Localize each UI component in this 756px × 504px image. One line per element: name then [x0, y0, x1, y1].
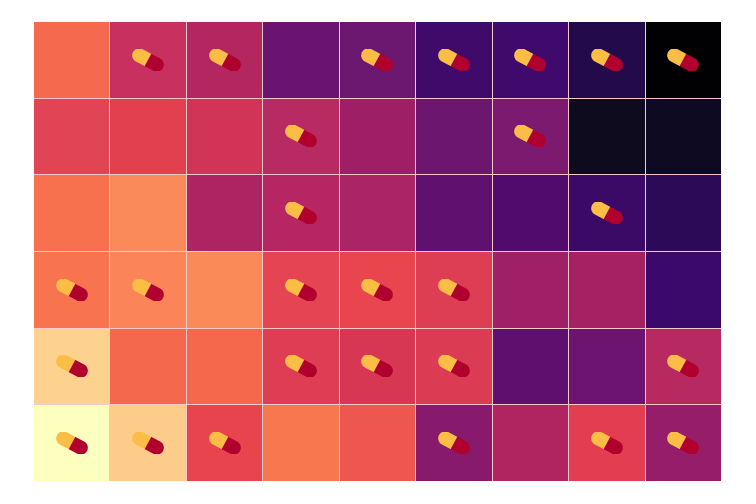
board-tile-r1-c6[interactable]	[416, 22, 492, 98]
capsule-pill-icon	[432, 48, 476, 71]
capsule-pill-icon	[661, 48, 705, 71]
board-tile-r2-c2[interactable]	[110, 98, 186, 175]
board-tile-r2-c6[interactable]	[416, 98, 492, 175]
board-tile-r6-c8[interactable]	[569, 405, 645, 481]
board-tile-r2-c3[interactable]	[186, 98, 263, 175]
board-tile-r6-c6[interactable]	[416, 405, 492, 481]
board-tile-r2-c1[interactable]	[34, 98, 110, 175]
board-tile-r3-c6[interactable]	[416, 175, 492, 251]
board-tile-r6-c1[interactable]	[34, 405, 110, 481]
board-tile-r3-c4[interactable]	[263, 175, 339, 251]
board-tile-r6-c5[interactable]	[339, 405, 416, 481]
capsule-pill-icon	[279, 355, 323, 378]
capsule-pill-icon	[585, 202, 629, 225]
board-tile-r4-c5[interactable]	[339, 251, 416, 328]
capsule-pill-icon	[585, 432, 629, 455]
capsule-pill-icon	[126, 48, 170, 71]
board-tile-r5-c4[interactable]	[263, 328, 339, 405]
board-tile-r2-c5[interactable]	[339, 98, 416, 175]
capsule-pill-icon	[203, 48, 247, 71]
capsule-pill-icon	[279, 125, 323, 148]
capsule-pill-icon	[508, 125, 552, 148]
board-tile-r6-c3[interactable]	[186, 405, 263, 481]
board-tile-r4-c7[interactable]	[492, 251, 569, 328]
capsule-pill-icon	[50, 432, 94, 455]
board-tile-r6-c7[interactable]	[492, 405, 569, 481]
board-tile-r5-c1[interactable]	[34, 328, 110, 405]
board-tile-r3-c1[interactable]	[34, 175, 110, 251]
capsule-pill-icon	[279, 202, 323, 225]
board-tile-r1-c4[interactable]	[263, 22, 339, 98]
capsule-pill-icon	[279, 278, 323, 301]
capsule-pill-icon	[50, 278, 94, 301]
capsule-pill-icon	[432, 278, 476, 301]
board-tile-r1-c2[interactable]	[110, 22, 186, 98]
board-tile-r1-c5[interactable]	[339, 22, 416, 98]
board-tile-r4-c4[interactable]	[263, 251, 339, 328]
board-tile-r4-c6[interactable]	[416, 251, 492, 328]
board-tile-r3-c8[interactable]	[569, 175, 645, 251]
board-tile-r2-c7[interactable]	[492, 98, 569, 175]
board-tile-r2-c9[interactable]	[645, 98, 721, 175]
board-tile-r2-c4[interactable]	[263, 98, 339, 175]
capsule-pill-icon	[50, 355, 94, 378]
board-tile-r1-c8[interactable]	[569, 22, 645, 98]
board-tile-r1-c9[interactable]	[645, 22, 721, 98]
capsule-pill-icon	[432, 355, 476, 378]
board-tile-r4-c8[interactable]	[569, 251, 645, 328]
board-tile-r1-c3[interactable]	[186, 22, 263, 98]
board-tile-r6-c4[interactable]	[263, 405, 339, 481]
board-tile-r5-c7[interactable]	[492, 328, 569, 405]
board-tile-r5-c3[interactable]	[186, 328, 263, 405]
capsule-pill-icon	[355, 48, 399, 71]
board-tile-r4-c2[interactable]	[110, 251, 186, 328]
board-tile-r3-c9[interactable]	[645, 175, 721, 251]
capsule-pill-icon	[508, 48, 552, 71]
capsule-pill-icon	[432, 432, 476, 455]
board-tile-r3-c3[interactable]	[186, 175, 263, 251]
board-tile-r5-c2[interactable]	[110, 328, 186, 405]
capsule-pill-icon	[126, 432, 170, 455]
board-tile-r6-c2[interactable]	[110, 405, 186, 481]
capsule-pill-icon	[661, 355, 705, 378]
board-tile-r5-c6[interactable]	[416, 328, 492, 405]
board-tile-r3-c2[interactable]	[110, 175, 186, 251]
capsule-pill-icon	[585, 48, 629, 71]
capsule-pill-icon	[126, 278, 170, 301]
board-tile-r1-c1[interactable]	[34, 22, 110, 98]
board-tile-r5-c8[interactable]	[569, 328, 645, 405]
capsule-pill-icon	[661, 432, 705, 455]
game-board	[34, 22, 721, 481]
board-tile-r3-c5[interactable]	[339, 175, 416, 251]
capsule-pill-icon	[355, 278, 399, 301]
board-tile-r6-c9[interactable]	[645, 405, 721, 481]
board-tile-r4-c1[interactable]	[34, 251, 110, 328]
board-tile-r4-c9[interactable]	[645, 251, 721, 328]
board-tile-r4-c3[interactable]	[186, 251, 263, 328]
board-tile-r2-c8[interactable]	[569, 98, 645, 175]
capsule-pill-icon	[203, 432, 247, 455]
board-tile-r1-c7[interactable]	[492, 22, 569, 98]
board-tile-r5-c9[interactable]	[645, 328, 721, 405]
board-tile-r3-c7[interactable]	[492, 175, 569, 251]
board-tile-r5-c5[interactable]	[339, 328, 416, 405]
capsule-pill-icon	[355, 355, 399, 378]
